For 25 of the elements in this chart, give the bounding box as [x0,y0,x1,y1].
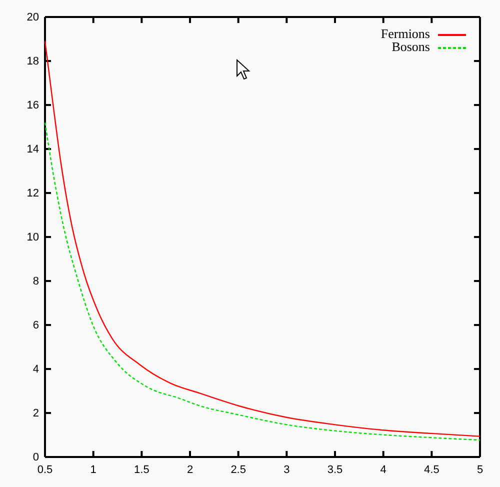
y-tick-label: 14 [26,144,39,156]
legend-label: Bosons [392,38,430,54]
x-tick-label: 5 [476,464,484,476]
x-tick-label: 4 [380,464,386,476]
x-tick-label: 1.5 [134,464,150,476]
x-tick-label: 3.5 [327,464,343,476]
y-tick-label: 0 [32,452,39,464]
y-tick-label: 16 [26,100,39,112]
x-tick-label: 0.5 [37,464,53,476]
y-tick-label: 6 [32,320,39,332]
y-tick-label: 10 [26,232,39,244]
line-series [44,122,481,441]
y-tick-label: 2 [32,408,39,420]
y-tick-label: 4 [32,364,39,376]
x-tick-label: 2.5 [230,464,246,476]
x-tick-label: 3 [284,464,290,476]
y-tick-label: 18 [26,56,39,68]
y-tick-label: 8 [32,276,39,288]
x-tick-label: 1 [90,464,96,476]
y-tick-label: 20 [26,12,39,24]
x-tick-label: 2 [186,464,194,476]
line-series [44,40,481,437]
x-tick-label: 4.5 [424,464,440,476]
y-tick-label: 12 [26,188,39,200]
legend-label: Fermions [380,26,430,41]
